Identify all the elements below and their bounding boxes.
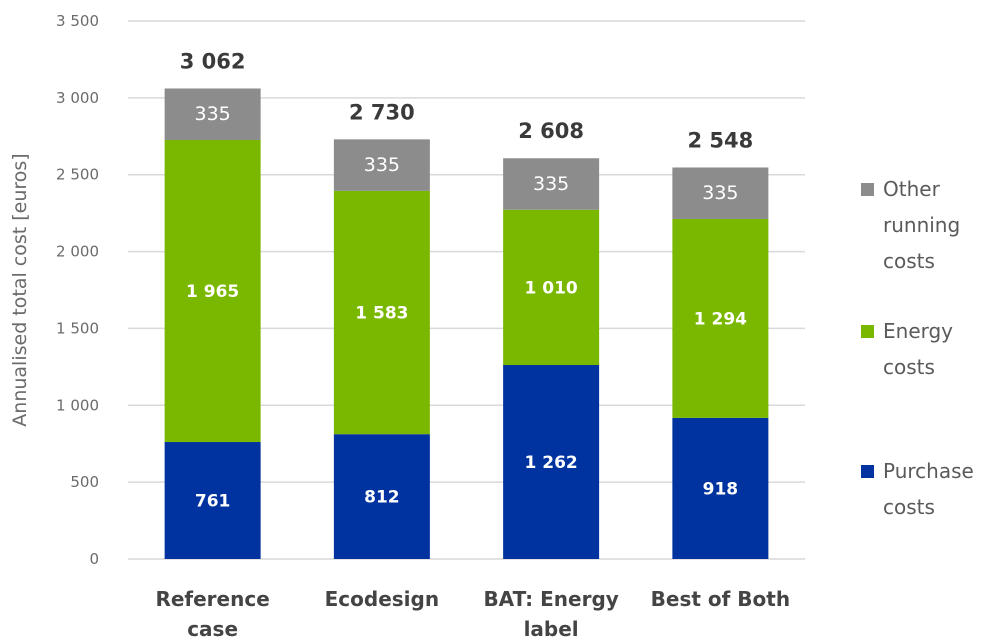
total-label: 2 548	[687, 128, 753, 152]
data-label: 335	[364, 154, 400, 176]
x-tick-label: Best of Both	[651, 587, 790, 611]
total-label: 3 062	[180, 49, 246, 73]
bar-segment	[672, 417, 769, 559]
legend-swatch	[861, 183, 874, 196]
legend-swatch	[861, 465, 874, 478]
legend-label: costs	[883, 495, 935, 519]
legend-label: Energy	[883, 319, 953, 343]
bar-segment	[503, 158, 600, 210]
legend-label: costs	[883, 355, 935, 379]
data-label: 1 262	[525, 453, 578, 473]
x-tick-label: case	[187, 617, 238, 641]
bar-segment	[333, 190, 430, 435]
data-label: 812	[364, 488, 400, 508]
x-tick-label: BAT: Energy	[483, 587, 618, 611]
bar-segment	[503, 365, 600, 559]
x-tick-label: Ecodesign	[325, 587, 439, 611]
x-tick-label: label	[524, 617, 579, 641]
legend-label: running	[883, 213, 960, 237]
y-tick-label: 1 500	[56, 319, 99, 337]
bar-segment	[164, 139, 261, 443]
legend-label: Purchase	[883, 459, 974, 483]
data-label: 1 583	[355, 304, 408, 324]
data-label: 1 010	[525, 278, 578, 298]
bar-segment	[503, 209, 600, 366]
bar-segment	[672, 167, 769, 219]
y-axis-title: Annualised total cost [euros]	[9, 153, 31, 426]
legend-label: Other	[883, 177, 941, 201]
data-label: 335	[194, 103, 230, 125]
bar-segment	[164, 442, 261, 559]
legend-label: costs	[883, 249, 935, 273]
x-tick-label: Reference	[155, 587, 269, 611]
bar-segment	[333, 434, 430, 559]
bar-segment	[672, 218, 769, 418]
data-label: 1 965	[186, 282, 239, 302]
legend-swatch	[861, 325, 874, 338]
data-label: 335	[702, 182, 738, 204]
y-tick-label: 0	[89, 550, 99, 568]
total-label: 2 608	[518, 119, 584, 143]
total-label: 2 730	[349, 100, 415, 124]
y-tick-label: 500	[70, 473, 99, 491]
data-label: 1 294	[694, 309, 747, 329]
bar-segment	[164, 88, 261, 140]
y-tick-label: 1 000	[56, 396, 99, 414]
bar-segment	[333, 139, 430, 191]
y-tick-label: 2 000	[56, 243, 99, 261]
data-label: 918	[703, 479, 739, 499]
y-tick-label: 3 500	[56, 12, 99, 30]
data-label: 335	[533, 173, 569, 195]
y-tick-label: 3 000	[56, 89, 99, 107]
y-tick-label: 2 500	[56, 166, 99, 184]
data-label: 761	[195, 492, 231, 512]
